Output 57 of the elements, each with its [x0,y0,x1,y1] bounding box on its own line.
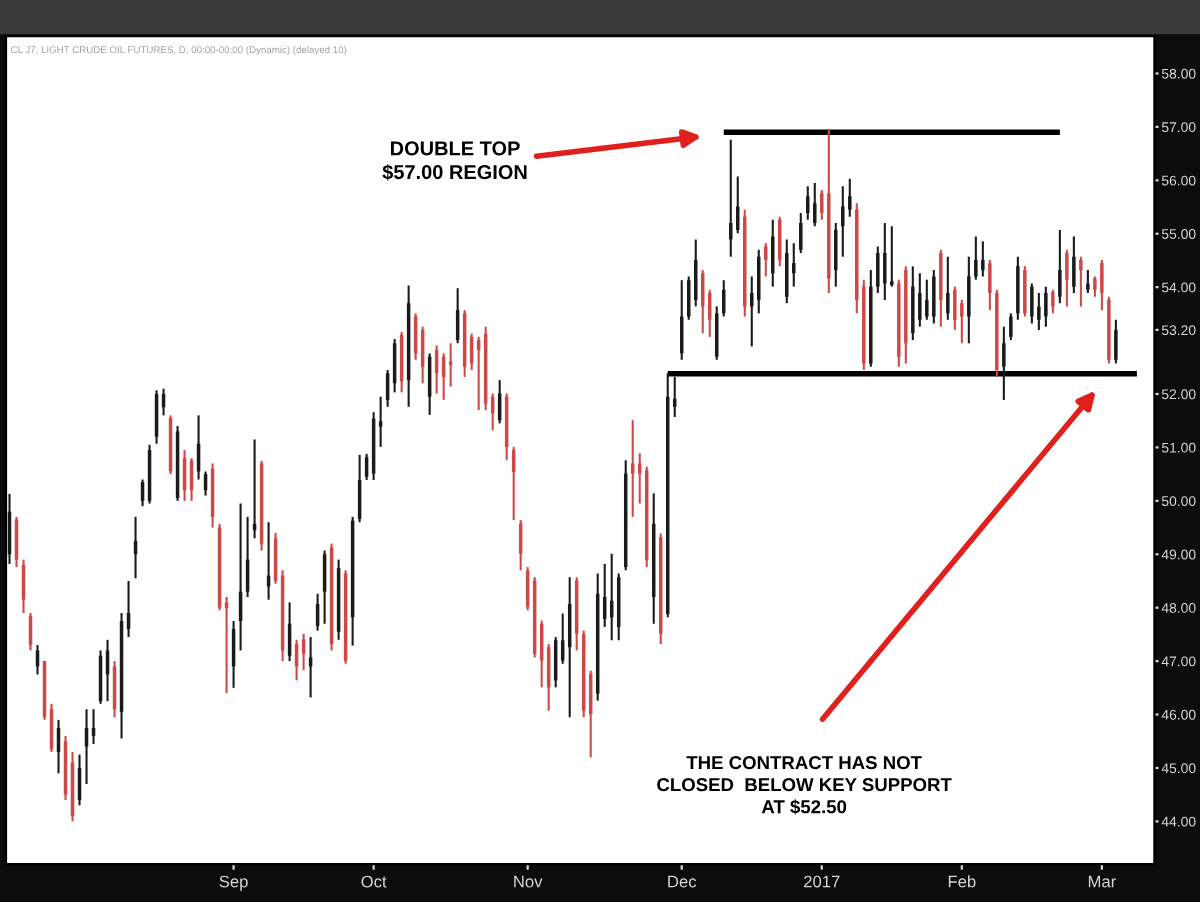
candlestick [890,225,894,288]
x-tick-label: Dec [668,875,697,888]
candlestick [1051,288,1055,315]
candlestick [778,215,782,268]
candlestick [883,222,887,302]
candlestick [841,185,845,258]
candlestick [960,298,964,345]
candlestick [925,278,929,321]
candlestick [1065,248,1069,308]
candlestick [1023,265,1027,318]
candlestick [764,242,768,278]
candlestick [974,235,978,281]
candlestick [736,175,740,235]
candlestick [813,181,817,228]
candlestick [448,342,453,388]
candlestick [946,255,950,321]
candlestick [1009,312,1013,342]
candlestick [911,265,915,342]
candlestick [1030,282,1034,325]
candlestick [918,272,922,328]
candlestick [1016,255,1020,321]
candlestick [771,218,775,288]
candlestick [1079,255,1083,308]
candlestick [1100,258,1104,312]
candlestick [953,285,957,331]
x-tick-label: Nov [514,875,543,888]
candlestick [1037,292,1041,331]
candlestick [729,138,733,258]
candlestick [1044,285,1048,328]
candlestick [988,258,992,312]
candlestick [757,248,761,315]
candlestick [806,185,810,221]
candlestick [1058,228,1062,305]
candlestick [1072,235,1076,295]
candlestick [981,240,985,278]
candlestick [1086,269,1090,295]
x-tick-label: Sep [219,875,248,891]
candlestick [722,279,726,318]
candlestick [378,395,383,448]
annotation: DOUBLE TOP $57.00 REGION [382,141,527,181]
candlestick [1002,325,1006,401]
x-tick-label: Feb [948,875,976,888]
candlestick [834,222,838,288]
x-tick-label: Mar [1088,875,1116,888]
candlestick [848,177,852,218]
annotation: THE CONTRACT HAS NOT CLOSED BELOW KEY SUPPORT AT $52.50 [657,756,952,815]
candlestick [939,248,943,328]
candlestick [630,419,635,518]
candlestick [876,245,880,295]
candlestick [799,211,803,255]
candlestick [1114,318,1118,365]
x-tick-label: Oct [361,875,387,888]
candlestick [932,269,936,325]
candlestick [785,238,789,305]
candlestick [967,255,971,345]
x-tick-label: 2017 [804,875,840,888]
candlestick [637,452,642,505]
